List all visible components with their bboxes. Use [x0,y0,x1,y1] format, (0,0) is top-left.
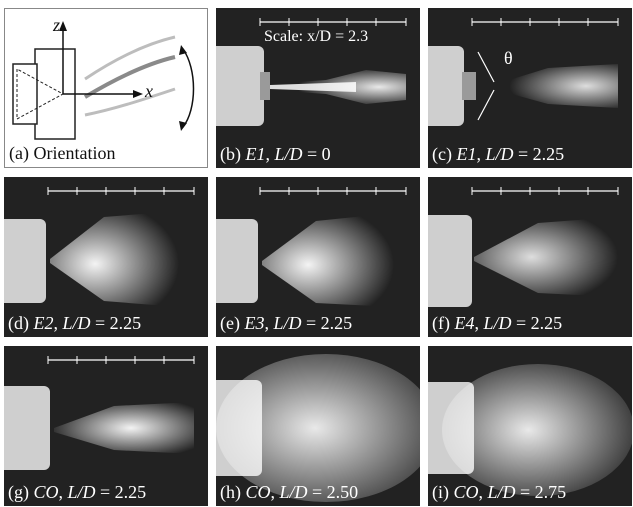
scale-bar [47,356,195,364]
jet-plume [262,213,394,307]
panel-caption: (h) CO, L/D = 2.50 [220,482,359,502]
jet-plume [474,217,618,297]
panel-caption: (i) CO, L/D = 2.75 [432,482,567,502]
jet-plume [50,211,179,307]
nozzle [428,46,464,126]
scale-label: Scale: x/D = 2.3 [264,28,369,45]
panel-a-orientation: z x (a) Orientation [4,8,208,168]
jet-plume [216,354,420,502]
panel-f-photo: (f) E4, L/D = 2.25 [428,177,632,337]
nozzle [216,46,264,126]
panel-caption: (g) CO, L/D = 2.25 [8,482,147,502]
jet-plume [442,364,632,496]
nozzle [216,219,258,303]
scale-bar [259,187,407,195]
panel-b-photo: Scale: x/D = 2.3 (b) E1, L/D = 0 [216,8,420,168]
panel-caption: (b) E1, L/D = 0 [220,144,331,164]
z-axis-label: z [53,15,61,35]
panel-d-photo: (d) E2, L/D = 2.25 [4,177,208,337]
x-axis-label: x [145,81,153,101]
panel-caption: (c) E1, L/D = 2.25 [432,144,565,164]
panel-h-photo: (h) CO, L/D = 2.50 [216,346,420,506]
jet-plume [490,64,618,108]
theta-label: θ [504,48,513,68]
nozzle [4,386,50,470]
scale-bar [471,187,619,195]
panel-caption: (f) E4, L/D = 2.25 [432,313,563,333]
panel-i-photo: (i) CO, L/D = 2.75 [428,346,632,506]
panel-caption: (d) E2, L/D = 2.25 [8,313,142,333]
panel-e-photo: (e) E3, L/D = 2.25 [216,177,420,337]
panel-c-photo: θ (c) E1, L/D = 2.25 [428,8,632,168]
panel-g-photo: (g) CO, L/D = 2.25 [4,346,208,506]
jet-plume [54,402,194,454]
nozzle [4,219,46,303]
orientation-diagram [12,21,195,140]
panel-caption: (e) E3, L/D = 2.25 [220,313,353,333]
scale-bar [259,18,407,26]
nozzle [428,215,472,307]
scale-bar [47,187,195,195]
panel-caption: (a) Orientation [9,143,116,163]
scale-bar [471,18,619,26]
